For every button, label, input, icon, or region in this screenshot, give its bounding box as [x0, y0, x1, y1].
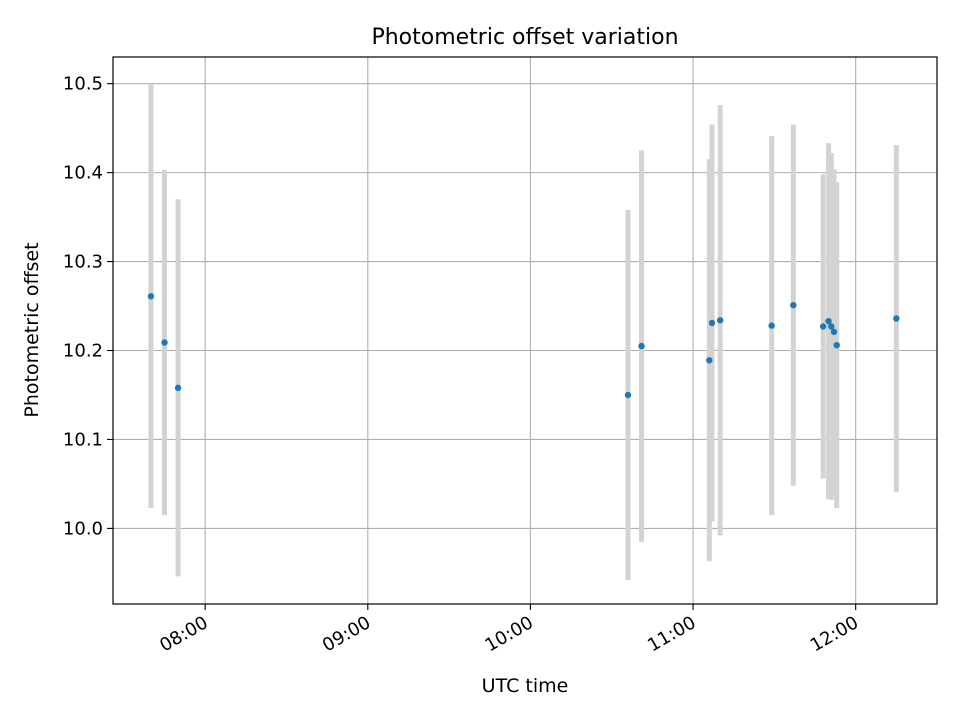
- data-point: [825, 317, 832, 325]
- data-points: [147, 293, 900, 399]
- y-tick-label: 10.3: [63, 252, 103, 273]
- data-point: [790, 301, 797, 309]
- data-point: [706, 357, 713, 364]
- y-tick-label: 10.0: [63, 518, 103, 539]
- data-point: [768, 322, 775, 329]
- data-point: [174, 384, 182, 392]
- chart-title: Photometric offset variation: [371, 25, 678, 50]
- data-point: [624, 391, 632, 399]
- y-tick-label: 10.1: [63, 429, 103, 450]
- data-point: [708, 319, 716, 327]
- x-axis-label: UTC time: [482, 675, 569, 697]
- data-point: [638, 342, 645, 350]
- y-axis-label: Photometric offset: [21, 242, 43, 417]
- y-tick-label: 10.2: [63, 341, 103, 362]
- axes-frame: [112, 56, 938, 605]
- data-point: [828, 323, 835, 330]
- y-tick-label: 10.4: [63, 163, 103, 184]
- y-tick-label: 10.5: [63, 74, 103, 95]
- grid: [113, 57, 937, 604]
- data-point: [893, 315, 900, 322]
- y-axis-ticks: 10.0 10.1 10.2 10.3 10.4 10.5: [63, 74, 113, 539]
- data-point: [147, 293, 155, 300]
- data-point: [716, 317, 724, 324]
- data-point: [830, 328, 838, 336]
- data-point: [819, 323, 827, 330]
- data-point: [161, 339, 168, 346]
- data-point: [833, 341, 840, 349]
